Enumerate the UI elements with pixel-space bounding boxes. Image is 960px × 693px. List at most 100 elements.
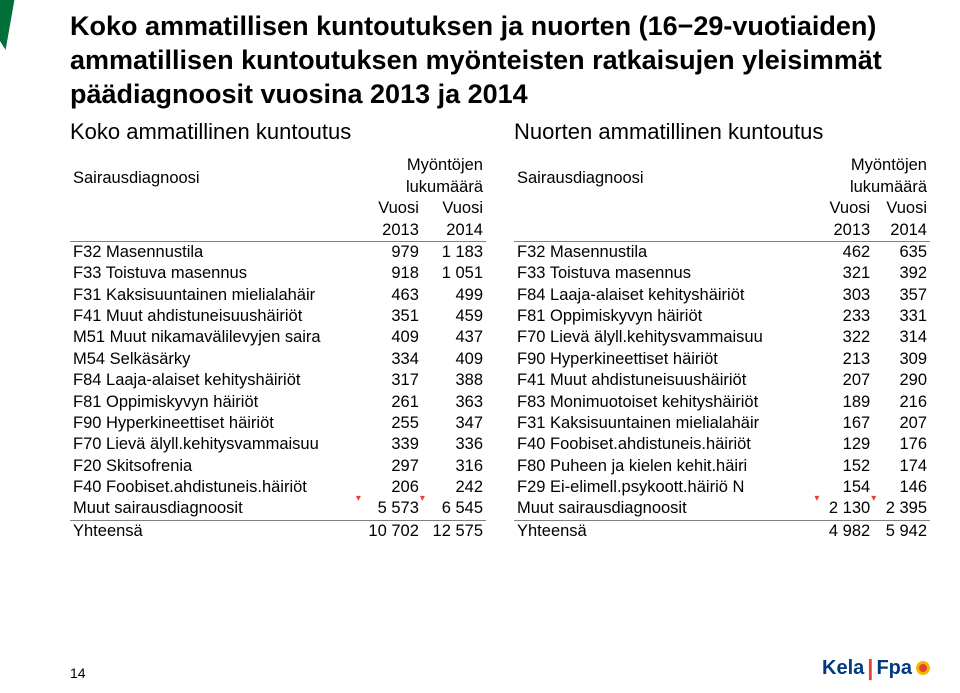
diag-cell: M51 Muut nikamavälilevyjen saira [70,327,358,348]
table-row: M51 Muut nikamavälilevyjen saira409437 [70,327,486,348]
page-title: Koko ammatillisen kuntoutuksen ja nuorte… [0,0,960,119]
value-2014: 207 [873,413,930,434]
table-row: F41 Muut ahdistuneisuushäiriöt207290 [514,370,930,391]
table-row: F84 Laaja-alaiset kehityshäiriöt317388 [70,370,486,391]
value-2013: 167 [816,413,873,434]
left-year-header-2: Vuosi [422,198,486,219]
table-row: F90 Hyperkineettiset häiriöt213309 [514,349,930,370]
diag-cell: F70 Lievä älyll.kehitysvammaisuu [70,434,358,455]
table-row: F41 Muut ahdistuneisuushäiriöt351459 [70,306,486,327]
value-2013: 322 [816,327,873,348]
table-row: F90 Hyperkineettiset häiriöt255347 [70,413,486,434]
right-diag-header: Sairausdiagnoosi [514,155,816,219]
value-2014: 174 [873,456,930,477]
page-number: 14 [70,665,86,681]
table-row: F80 Puheen ja kielen kehit.häiri152174 [514,456,930,477]
value-2013: 979 [358,241,422,263]
value-2013: 351 [358,306,422,327]
table-row: F32 Masennustila462635 [514,241,930,263]
value-2014: 388 [422,370,486,391]
value-2013: 297 [358,456,422,477]
diag-cell: F90 Hyperkineettiset häiriöt [70,413,358,434]
diag-cell: F84 Laaja-alaiset kehityshäiriöt [70,370,358,391]
logo-dot-icon [916,661,930,675]
value-2014: 1 051 [422,263,486,284]
diag-cell: F83 Monimuotoiset kehityshäiriöt [514,391,816,412]
diag-cell: F33 Toistuva masennus [70,263,358,284]
value-2013: 321 [816,263,873,284]
right-year-header-1: Vuosi [816,198,873,219]
left-y2: 2014 [422,219,486,240]
diag-cell: F90 Hyperkineettiset häiriöt [514,349,816,370]
diag-cell: F40 Foobiset.ahdistuneis.häiriöt [70,477,358,498]
table-row: F32 Masennustila9791 183 [70,241,486,263]
diag-cell: F81 Oppimiskyvyn häiriöt [70,391,358,412]
value-2013: 334 [358,349,422,370]
value-2013: 317 [358,370,422,391]
value-2014: 331 [873,306,930,327]
table-row: F31 Kaksisuuntainen mielialahäir167207 [514,413,930,434]
right-total-b: 5 942 [873,520,930,542]
value-2014: 409 [422,349,486,370]
footer: 14 Kela | Fpa [0,655,960,681]
value-2014: 459 [422,306,486,327]
table-row: F29 Ei-elimell.psykoott.häiriö N154146 [514,477,930,498]
diag-cell: F29 Ei-elimell.psykoott.häiriö N [514,477,816,498]
left-table: Sairausdiagnoosi Myöntöjen lukumäärä Vuo… [70,155,486,542]
table-row: F20 Skitsofrenia297316 [70,456,486,477]
left-count-header1: Myöntöjen [358,155,486,176]
right-subtitle: Nuorten ammatillinen kuntoutus [514,119,930,145]
right-count-header1: Myöntöjen [816,155,930,176]
value-2013: 213 [816,349,873,370]
diag-cell: F80 Puheen ja kielen kehit.häiri [514,456,816,477]
diag-cell: F33 Toistuva masennus [514,263,816,284]
right-total-a: 4 982 [816,520,873,542]
value-2013: 255 [358,413,422,434]
table-row: F40 Foobiset.ahdistuneis.häiriöt129176 [514,434,930,455]
left-column: Koko ammatillinen kuntoutus Sairausdiagn… [70,119,486,542]
diag-cell: F84 Laaja-alaiset kehityshäiriöt [514,285,816,306]
logo-fpa: Fpa [876,657,912,680]
value-2014: 290 [873,370,930,391]
value-2014: 242 [422,477,486,498]
diag-cell: F31 Kaksisuuntainen mielialahäir [70,285,358,306]
value-2013: 339 [358,434,422,455]
value-2013: 303 [816,285,873,306]
table-row: F81 Oppimiskyvyn häiriöt233331 [514,306,930,327]
table-row: F70 Lievä älyll.kehitysvammaisuu339336 [70,434,486,455]
value-2014: 314 [873,327,930,348]
table-row: F84 Laaja-alaiset kehityshäiriöt303357 [514,285,930,306]
content-columns: Koko ammatillinen kuntoutus Sairausdiagn… [0,119,960,542]
diag-cell: F70 Lievä älyll.kehitysvammaisuu [514,327,816,348]
right-count-header2: lukumäärä [816,177,930,198]
left-total-b: 12 575 [422,520,486,542]
left-other-a: ▾5 573 [358,498,422,519]
diag-cell: F31 Kaksisuuntainen mielialahäir [514,413,816,434]
value-2014: 316 [422,456,486,477]
right-year-header-2: Vuosi [873,198,930,219]
left-count-header2: lukumäärä [358,177,486,198]
right-other-label: Muut sairausdiagnoosit [514,498,816,519]
logo-kela: Kela [822,657,864,680]
right-y2: 2014 [873,219,930,240]
value-2013: 189 [816,391,873,412]
value-2014: 347 [422,413,486,434]
value-2014: 176 [873,434,930,455]
diag-cell: F41 Muut ahdistuneisuushäiriöt [70,306,358,327]
table-row: F31 Kaksisuuntainen mielialahäir463499 [70,285,486,306]
left-total-a: 10 702 [358,520,422,542]
value-2013: 154 [816,477,873,498]
right-total-label: Yhteensä [514,520,816,542]
value-2014: 336 [422,434,486,455]
diag-cell: F81 Oppimiskyvyn häiriöt [514,306,816,327]
value-2013: 261 [358,391,422,412]
value-2014: 357 [873,285,930,306]
table-row: F70 Lievä älyll.kehitysvammaisuu322314 [514,327,930,348]
logo-divider: | [867,655,873,681]
value-2014: 392 [873,263,930,284]
left-total-label: Yhteensä [70,520,358,542]
left-diag-header: Sairausdiagnoosi [70,155,358,219]
value-2013: 233 [816,306,873,327]
value-2014: 437 [422,327,486,348]
diag-cell: F40 Foobiset.ahdistuneis.häiriöt [514,434,816,455]
